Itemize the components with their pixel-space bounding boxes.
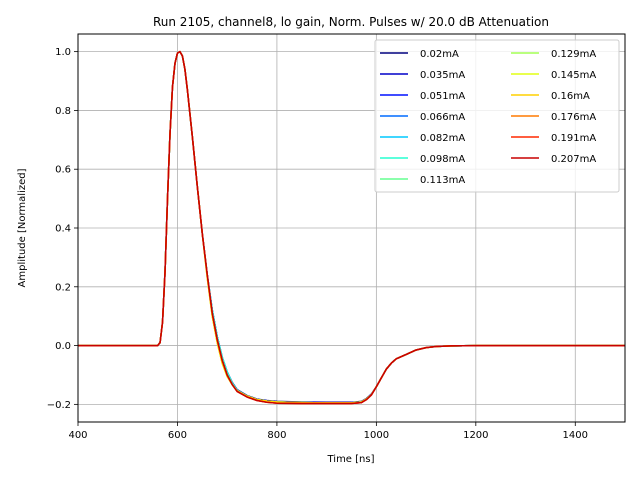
y-tick-label: 0.2	[55, 282, 71, 293]
y-tick-label: 1.0	[55, 47, 71, 58]
x-tick-label: 800	[267, 430, 286, 441]
y-tick-label: 0.4	[55, 224, 71, 235]
legend-label: 0.02mA	[420, 49, 459, 60]
y-tick-label: 0.6	[55, 165, 71, 176]
legend-label: 0.145mA	[551, 70, 596, 81]
y-tick-label: 0.0	[55, 341, 71, 352]
x-tick-label: 400	[68, 430, 87, 441]
y-tick-label: 0.8	[55, 106, 71, 117]
legend: 0.02mA 0.035mA 0.051mA 0.066mA 0.082mA 0.098m…	[374, 39, 620, 193]
legend-label: 0.207mA	[551, 154, 596, 165]
legend-label: 0.113mA	[420, 175, 465, 186]
legend-label: 0.129mA	[551, 49, 596, 60]
x-tick-label: 1400	[563, 430, 588, 441]
x-axis-label: Time [ns]	[326, 454, 374, 465]
legend-label: 0.098mA	[420, 154, 465, 165]
series-line-12	[78, 50, 625, 405]
y-axis-label: Amplitude [Normalized]	[17, 168, 28, 287]
x-tick-label: 600	[168, 430, 187, 441]
legend-box	[374, 39, 620, 193]
legend-label: 0.066mA	[420, 112, 465, 123]
x-tick-label: 1200	[463, 430, 488, 441]
legend-label: 0.082mA	[420, 133, 465, 144]
y-tick-label: −0.2	[47, 400, 71, 411]
series-lines	[78, 50, 625, 405]
legend-label: 0.035mA	[420, 70, 465, 81]
legend-label: 0.191mA	[551, 133, 596, 144]
legend-label: 0.051mA	[420, 91, 465, 102]
x-axis-ticks: 400 600 800 1000 1200 1400	[68, 422, 588, 441]
y-axis-ticks: −0.2 0.0 0.2 0.4 0.6 0.8 1.0	[47, 47, 78, 411]
legend-label: 0.176mA	[551, 112, 596, 123]
legend-label: 0.16mA	[551, 91, 590, 102]
x-tick-label: 1000	[364, 430, 389, 441]
chart-title: Run 2105, channel8, lo gain, Norm. Pulse…	[153, 15, 549, 29]
